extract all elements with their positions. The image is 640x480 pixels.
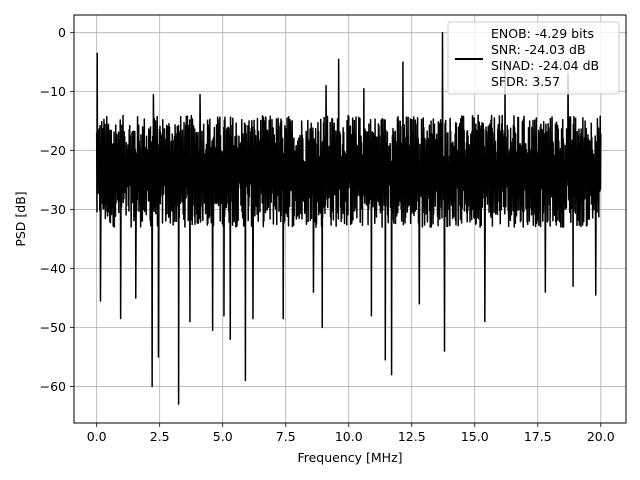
y-axis-label: PSD [dB] (13, 191, 28, 246)
x-tick-label-1: 2.5 (150, 429, 170, 444)
legend: ENOB: -4.29 bits SNR: -24.03 dB SINAD: -… (447, 21, 620, 95)
x-tick-label-3: 7.5 (276, 429, 296, 444)
legend-box (447, 21, 620, 95)
x-tick-label-2: 5.0 (213, 429, 233, 444)
y-tick-label-3: −30 (40, 202, 66, 217)
legend-entry-snr: SNR: -24.03 dB (491, 42, 586, 57)
x-axis-label: Frequency [MHz] (297, 450, 402, 465)
x-tick-label-8: 20.0 (587, 429, 615, 444)
legend-entry-enob: ENOB: -4.29 bits (491, 26, 594, 41)
x-tick-label-6: 15.0 (461, 429, 489, 444)
y-axis: 0 −10 −20 −30 −40 −50 −60 (40, 25, 74, 394)
legend-entry-sinad: SINAD: -24.04 dB (491, 58, 599, 73)
x-tick-label-0: 0.0 (87, 429, 107, 444)
plot-area (95, 31, 602, 405)
y-tick-label-4: −40 (40, 261, 66, 276)
psd-series-line (95, 31, 602, 405)
y-tick-label-2: −20 (40, 143, 66, 158)
x-tick-label-4: 10.0 (335, 429, 363, 444)
x-tick-label-7: 17.5 (524, 429, 552, 444)
y-tick-label-1: −10 (40, 84, 66, 99)
x-tick-label-5: 12.5 (398, 429, 426, 444)
y-tick-label-0: 0 (58, 25, 66, 40)
y-tick-label-6: −60 (40, 379, 66, 394)
plot-frame (73, 14, 627, 424)
x-axis: 0.0 2.5 5.0 7.5 10.0 12.5 15.0 17.5 20.0 (87, 423, 615, 444)
y-tick-label-5: −50 (40, 320, 66, 335)
legend-entry-sfdr: SFDR: 3.57 (491, 74, 560, 89)
